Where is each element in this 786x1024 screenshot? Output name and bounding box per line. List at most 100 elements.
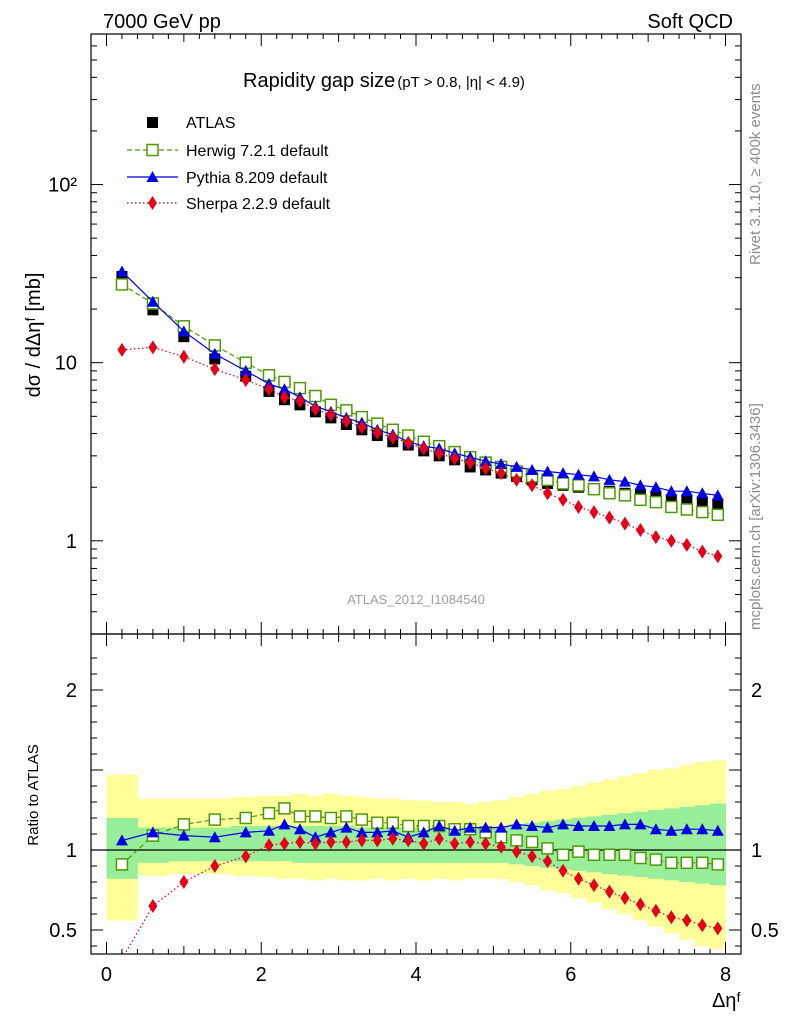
legend-label-atlas: ATLAS [186, 115, 236, 132]
main-point-pythia [479, 455, 492, 467]
ratio-band-inner [648, 810, 665, 879]
main-point-pythia [239, 364, 252, 376]
main-point-pythia [634, 479, 647, 491]
main-point-pythia [146, 295, 159, 307]
ratio-point-pythia [433, 820, 446, 831]
ratio-point-sherpa [713, 921, 723, 936]
main-point-sherpa [264, 382, 274, 397]
ratio-point-sherpa [295, 835, 305, 849]
main-point-pythia [696, 487, 709, 499]
ratio-point-herwig [665, 856, 678, 870]
main-point-pythia [115, 265, 128, 277]
main-point-pythia [572, 468, 585, 480]
ratio-point-pythia [239, 826, 252, 838]
ratio-point-sherpa [279, 836, 289, 851]
ratio-point-sherpa [372, 833, 382, 848]
ratio-point-pythia [680, 823, 693, 835]
ratio-point-pythia [115, 834, 128, 846]
ratio-point-pythia [417, 826, 430, 838]
ratio-point-herwig [355, 813, 369, 826]
main-point-sherpa [620, 516, 630, 531]
main-point-sherpa [179, 349, 189, 364]
ratio-point-sherpa [388, 831, 398, 846]
main-point-sherpa [481, 461, 491, 476]
ratio-point-herwig [309, 810, 322, 823]
legend-label-pythia: Pythia 8.209 default [186, 170, 328, 187]
x-axis-label: Δηᶠ [712, 990, 741, 1012]
ratio-point-sherpa [434, 831, 444, 846]
ratio-point-pythia [371, 826, 384, 838]
ratio-point-herwig [278, 802, 291, 815]
main-point-sherpa [682, 537, 692, 552]
header-process-label: Soft QCD [647, 11, 733, 33]
main-series-herwig [115, 278, 725, 522]
main-point-sherpa [713, 549, 723, 564]
ratio-point-herwig [572, 845, 585, 858]
main-point-sherpa [496, 466, 506, 481]
ratio-point-pythia [572, 820, 585, 831]
main-line-pythia [121, 271, 718, 496]
ratio-band-inner [679, 806, 696, 882]
plot-title: Rapidity gap size (pT > 0.8, |η| < 4.9) [243, 70, 525, 92]
ratio-point-pythia [541, 821, 554, 833]
ratio-point-herwig [177, 818, 191, 831]
ratio-point-sherpa [450, 836, 460, 851]
ratio-point-herwig [340, 810, 353, 823]
main-point-sherpa [527, 478, 537, 493]
ratio-point-pythia [386, 824, 399, 836]
main-point-herwig [618, 489, 632, 502]
ratio-point-sherpa [558, 863, 568, 878]
ratio-point-herwig [510, 834, 523, 847]
ratio-point-herwig [634, 851, 647, 865]
ratio-point-pythia [634, 818, 647, 830]
analysis-id-label: ATLAS_2012_I1084540 [347, 592, 485, 607]
ratio-point-pythia [208, 831, 221, 843]
ratio-point-sherpa [697, 918, 707, 933]
ratio-point-sherpa [326, 835, 336, 849]
ratio-point-sherpa [589, 878, 599, 893]
legend-marker-sherpa [148, 196, 157, 210]
ratio-y-tick-label: 2 [66, 680, 77, 702]
main-point-sherpa [589, 505, 599, 520]
ratio-point-sherpa [604, 884, 614, 899]
ratio-y-axis-label: Ratio to ATLAS [25, 744, 42, 845]
plot-axes: 0 2 4 6 8 1 10 10² 0.5 0.5 1 1 2 2 [48, 33, 779, 986]
ratio-point-pythia [146, 826, 159, 838]
main-point-sherpa [666, 533, 676, 548]
ratio-plot-series [115, 802, 725, 954]
main-point-sherpa [341, 414, 351, 429]
ratio-point-herwig [262, 806, 276, 820]
main-point-pythia [208, 347, 221, 359]
main-point-herwig [572, 479, 585, 492]
legend-marker-atlas [147, 117, 158, 128]
ratio-point-sherpa [481, 836, 491, 851]
main-series-pythia [115, 265, 724, 501]
ratio-band-inner [663, 808, 680, 881]
ratio-point-sherpa [527, 849, 537, 864]
x-tick-label: 8 [720, 964, 731, 986]
ratio-y-tick-label-right: 0.5 [751, 920, 779, 942]
main-point-sherpa [210, 362, 220, 377]
ratio-band-inner [694, 805, 711, 884]
main-point-herwig [696, 505, 709, 519]
ratio-point-pythia [603, 820, 616, 831]
ratio-point-sherpa [341, 835, 351, 849]
main-point-sherpa [310, 401, 320, 416]
main-point-sherpa [450, 451, 460, 466]
main-y-tick-label: 10 [55, 353, 77, 375]
x-tick-label: 6 [565, 964, 576, 986]
main-point-pythia [618, 475, 631, 487]
ratio-y-tick-label-right: 1 [751, 840, 762, 862]
main-point-sherpa [241, 372, 251, 387]
main-point-sherpa [279, 390, 289, 405]
main-point-herwig [680, 503, 694, 516]
ratio-point-pythia [587, 820, 600, 831]
main-point-herwig [603, 487, 616, 500]
ratio-point-sherpa [419, 836, 429, 851]
ratio-y-tick-label: 1 [66, 840, 77, 862]
main-y-tick-label: 10² [48, 175, 77, 197]
ratio-point-herwig [208, 813, 222, 826]
ratio-point-herwig [618, 848, 632, 862]
main-point-pythia [541, 465, 554, 477]
x-tick-label: 0 [101, 964, 112, 986]
